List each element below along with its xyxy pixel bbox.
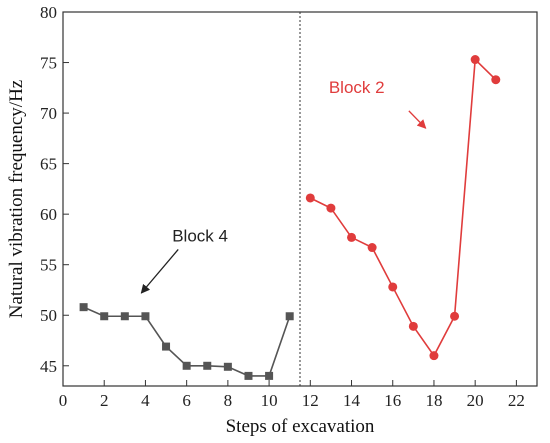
x-tick-label: 2: [100, 391, 109, 410]
y-axis-title: Natural vibration frequency/Hz: [6, 80, 27, 318]
data-point-block-4: [141, 312, 150, 321]
annotations-layer: Block 4 Block 2: [140, 78, 427, 294]
y-tick-label: 65: [40, 155, 57, 174]
y-tick-label: 70: [40, 104, 57, 123]
data-point-block-4: [265, 371, 274, 380]
annotation-label: Block 2: [329, 78, 385, 97]
series-line-block-2: [309, 57, 497, 358]
data-point-block-2: [408, 321, 418, 331]
data-point-block-2: [347, 232, 357, 242]
data-point-block-4: [120, 312, 129, 321]
x-tick-label: 0: [59, 391, 68, 410]
x-tick-label: 16: [384, 391, 401, 410]
x-tick-label: 18: [425, 391, 442, 410]
data-point-block-4: [182, 361, 191, 370]
data-point-block-2: [491, 75, 501, 85]
annotation-arrow: [408, 110, 427, 129]
x-tick-label: 14: [343, 391, 361, 410]
x-axis-title: Steps of excavation: [226, 416, 375, 437]
data-point-block-2: [367, 243, 377, 253]
y-tick-label: 55: [40, 256, 57, 275]
data-point-block-4: [100, 312, 109, 321]
y-tick-label: 60: [40, 205, 57, 224]
x-tick-label: 10: [261, 391, 278, 410]
data-point-block-2: [326, 203, 336, 213]
x-tick-label: 12: [302, 391, 319, 410]
annotation-arrow: [140, 249, 179, 294]
series-layer: [79, 55, 501, 380]
data-point-block-2: [305, 193, 315, 203]
y-tick-label: 75: [40, 54, 57, 73]
data-point-block-4: [285, 312, 294, 321]
axis-ticks: 0 2 4 6 8 10 12 14 16 18 20 22 45 50 55 60 65 70 75 80: [40, 3, 525, 410]
data-point-block-4: [244, 371, 253, 380]
y-tick-label: 45: [40, 357, 57, 376]
x-tick-label: 4: [141, 391, 150, 410]
y-tick-label: 80: [40, 3, 57, 22]
x-tick-label: 20: [467, 391, 484, 410]
x-tick-label: 6: [182, 391, 191, 410]
x-tick-label: 22: [508, 391, 525, 410]
data-point-block-4: [162, 342, 171, 351]
x-tick-label: 8: [224, 391, 233, 410]
data-point-block-4: [203, 361, 212, 370]
annotation-label: Block 4: [172, 226, 228, 245]
data-point-block-2: [429, 351, 439, 361]
data-point-block-2: [450, 311, 460, 321]
data-point-block-4: [79, 303, 88, 312]
data-point-block-2: [388, 282, 398, 292]
data-point-block-4: [223, 362, 232, 371]
data-point-block-2: [470, 55, 480, 65]
y-tick-label: 50: [40, 306, 57, 325]
